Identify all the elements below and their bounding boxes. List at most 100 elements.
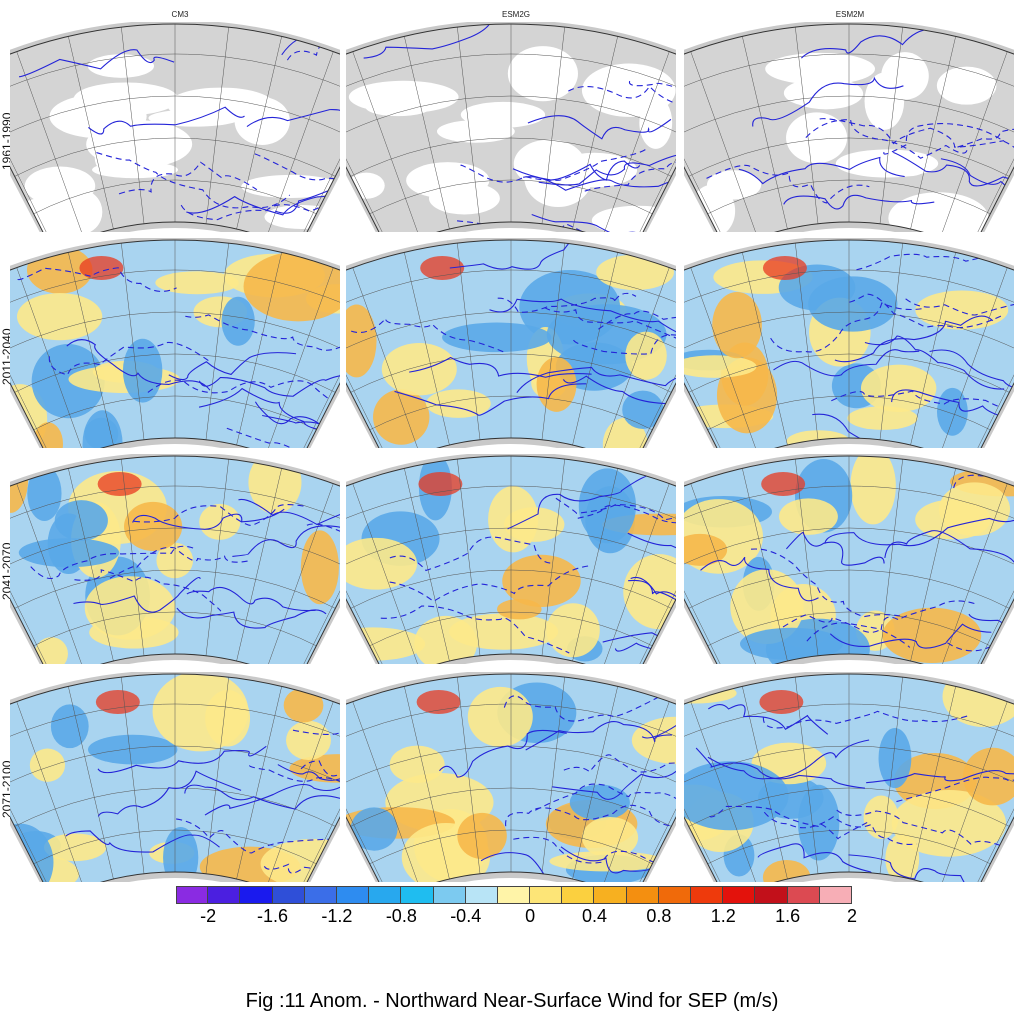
wind-contour (783, 194, 935, 210)
colorbar-swatch (336, 886, 370, 904)
colorbar (176, 886, 852, 904)
wind-contour (74, 569, 222, 612)
wind-contour (73, 576, 201, 613)
map-panel (346, 22, 676, 232)
wind-contour (409, 356, 592, 378)
wind-contour (232, 525, 340, 557)
map-panel (10, 672, 340, 882)
wind-contour (708, 703, 829, 735)
wind-contour (97, 745, 267, 774)
wind-contour (198, 375, 340, 397)
colorbar-tick-label: 2 (846, 906, 858, 926)
wind-contour (516, 366, 676, 394)
wind-contour (109, 546, 249, 579)
colorbar-tick-label: -2 (200, 906, 217, 926)
wind-contour (893, 151, 1014, 191)
wind-contour (66, 339, 211, 391)
colorbar-swatch (626, 886, 659, 904)
wind-contour (238, 498, 340, 541)
wind-contour (628, 579, 676, 605)
wind-contour (849, 293, 1002, 329)
wind-contour (695, 747, 866, 789)
colorbar-swatch (176, 886, 209, 904)
wind-contour (277, 764, 340, 794)
map-panel (684, 454, 1014, 664)
colorbar-swatch (465, 886, 498, 904)
wind-contour (88, 106, 245, 135)
wind-contour (503, 695, 658, 722)
colorbar-tick-label: 0.4 (581, 906, 607, 926)
wind-contour (389, 536, 551, 572)
colorbar-swatch (401, 886, 434, 904)
wind-contour (274, 185, 340, 214)
wind-contour (829, 623, 992, 649)
wind-contour (48, 341, 212, 376)
wind-contour (968, 611, 1014, 643)
wind-contour (394, 383, 587, 416)
wind-contour (614, 637, 676, 655)
wind-contour (752, 76, 904, 127)
wind-contour (750, 548, 906, 618)
colorbar-swatch (658, 886, 691, 904)
colorbar-swatch (562, 886, 595, 904)
map-panel (346, 454, 676, 664)
wind-contour (246, 96, 340, 127)
colorbar-swatch (272, 886, 305, 904)
colorbar-swatch (433, 886, 466, 904)
wind-contour (905, 282, 1014, 316)
wind-contour (940, 158, 1014, 200)
wind-contour (929, 349, 1014, 405)
wind-contour (65, 830, 220, 853)
wind-contour (512, 160, 641, 181)
colorbar-tick-label: 1.2 (710, 906, 736, 926)
wind-contour (770, 302, 924, 353)
wind-contour (584, 159, 676, 192)
wind-contour (738, 156, 905, 185)
colorbar-swatch (594, 886, 627, 904)
map-panel (684, 238, 1014, 448)
wind-contour (449, 239, 584, 270)
wind-contour (812, 413, 1007, 448)
wind-contour (762, 710, 968, 729)
wind-contour (831, 390, 1008, 409)
wind-contour (118, 161, 258, 195)
wind-contour (525, 721, 673, 751)
map-panel (684, 672, 1014, 882)
wind-contour (147, 379, 331, 401)
wind-contour (864, 335, 1005, 390)
wind-contour (707, 739, 870, 780)
wind-contour (389, 565, 589, 603)
wind-contour (836, 809, 1014, 855)
wind-contour (96, 152, 291, 209)
wind-contour (523, 165, 676, 191)
colorbar-swatch (304, 886, 337, 904)
wind-contour (185, 314, 340, 351)
wind-contour (709, 805, 871, 840)
wind-contour (380, 605, 570, 654)
colorbar-tick-label: -1.2 (321, 906, 353, 926)
colorbar-swatch (787, 886, 820, 904)
wind-contour (563, 754, 676, 773)
colorbar-tick-label: -0.4 (450, 906, 482, 926)
wind-contour (226, 413, 340, 448)
wind-contour (628, 80, 676, 118)
wind-contour (555, 496, 676, 521)
wind-contour (630, 576, 676, 630)
wind-contour (805, 119, 968, 159)
wind-contour (544, 307, 676, 357)
wind-contour (527, 115, 672, 140)
wind-contour (292, 709, 340, 736)
wind-contour (30, 545, 197, 580)
map-panel (346, 672, 676, 882)
wind-contour (531, 214, 665, 232)
wind-contour (186, 586, 316, 612)
map-panel (10, 454, 340, 664)
map-panel (684, 22, 1014, 232)
figure-title: Fig :11 Anom. - Northward Near-Surface W… (245, 990, 779, 1012)
map-panel (346, 238, 676, 448)
wind-contour (249, 765, 340, 786)
colorbar-tick-label: 1.6 (775, 906, 801, 926)
wind-contour (168, 352, 297, 381)
wind-contour (763, 811, 917, 845)
wind-contour (507, 474, 653, 530)
